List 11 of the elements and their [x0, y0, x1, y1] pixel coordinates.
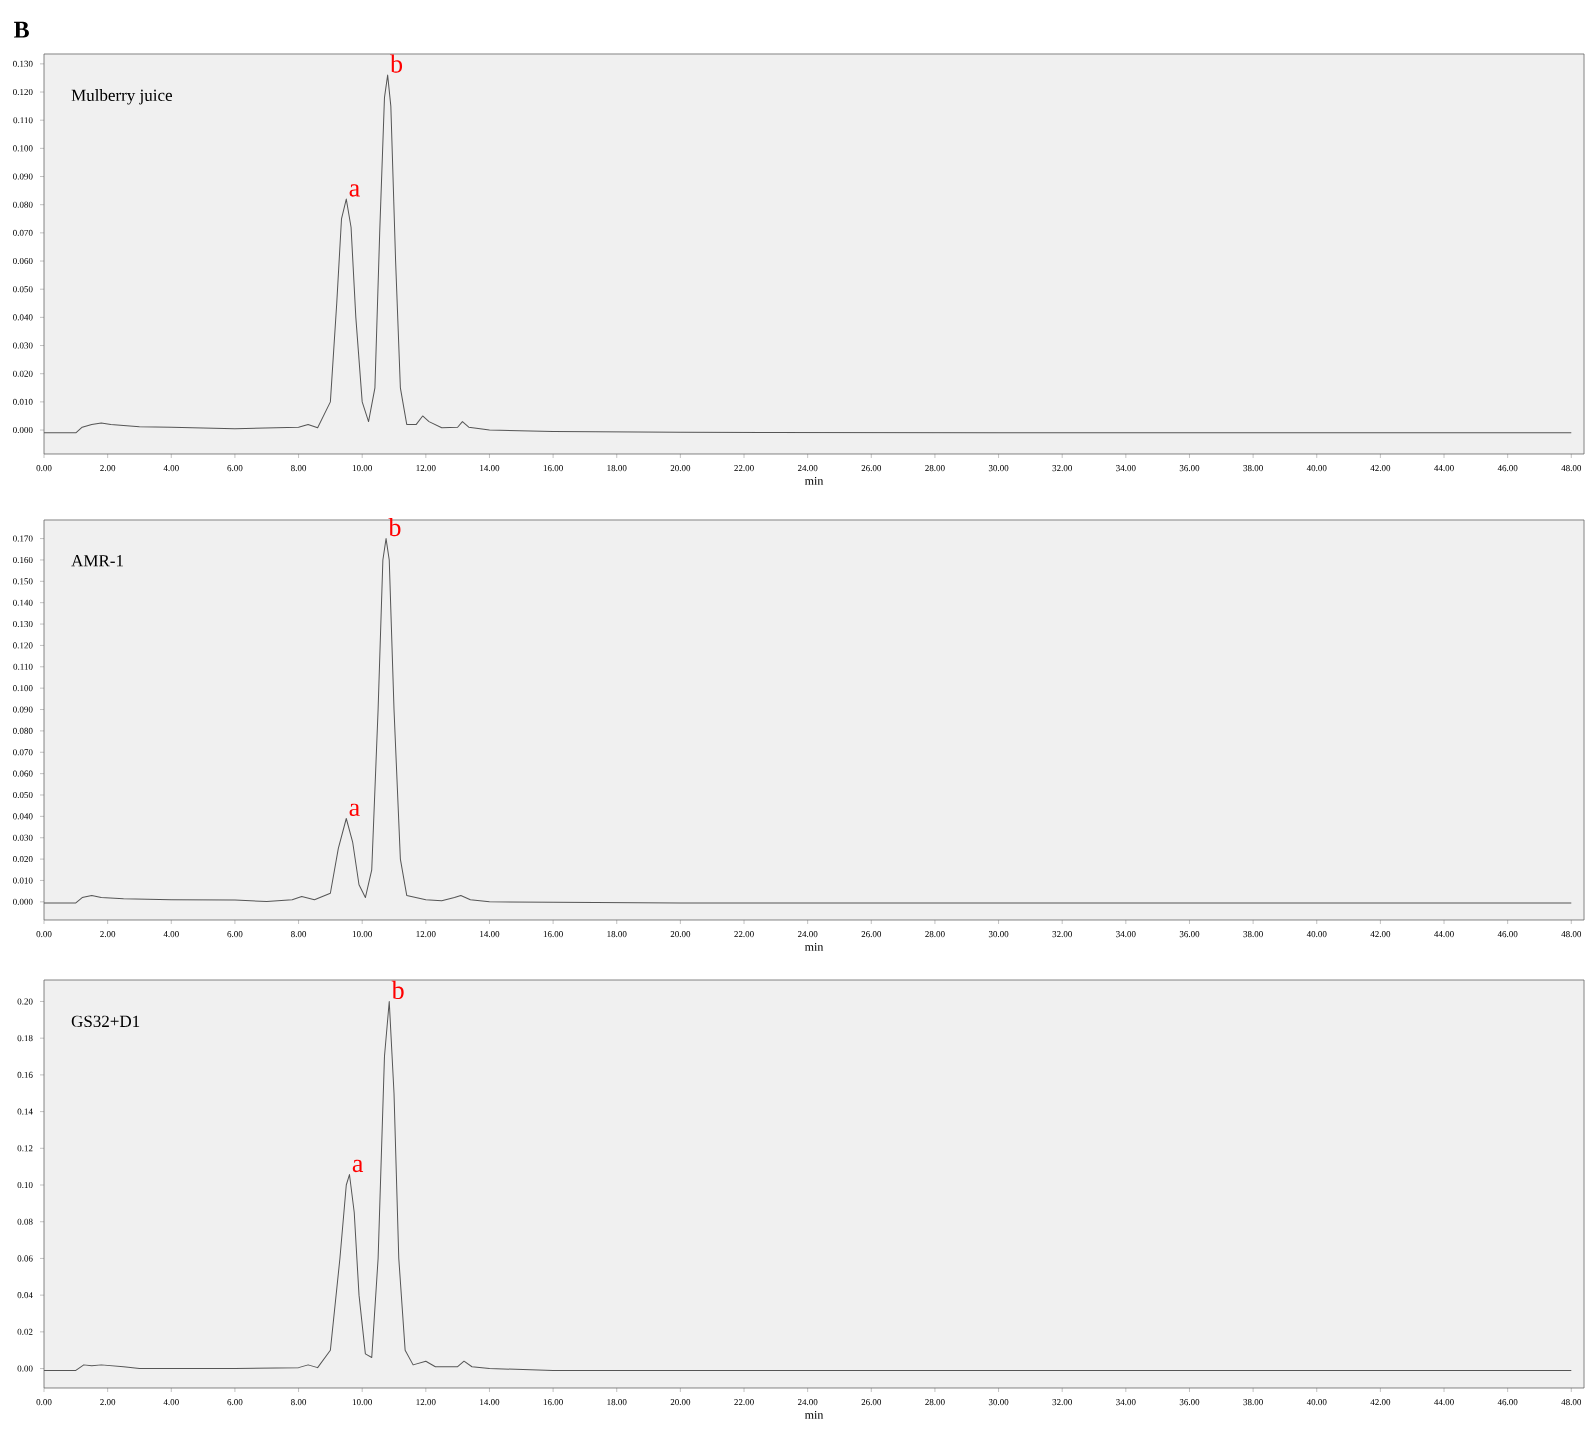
annotation: b	[390, 54, 403, 73]
annotation: a	[349, 803, 360, 817]
annotation: a	[352, 1159, 364, 1173]
text: GS32+D1	[71, 1015, 140, 1028]
line-series	[43, 538, 1572, 904]
text: AMR-1	[71, 555, 123, 567]
annotation: b	[388, 517, 401, 537]
text: Mulberry juice	[71, 89, 173, 105]
annotation: b	[391, 980, 404, 1000]
text: B	[14, 21, 29, 38]
annotation: a	[349, 184, 360, 197]
